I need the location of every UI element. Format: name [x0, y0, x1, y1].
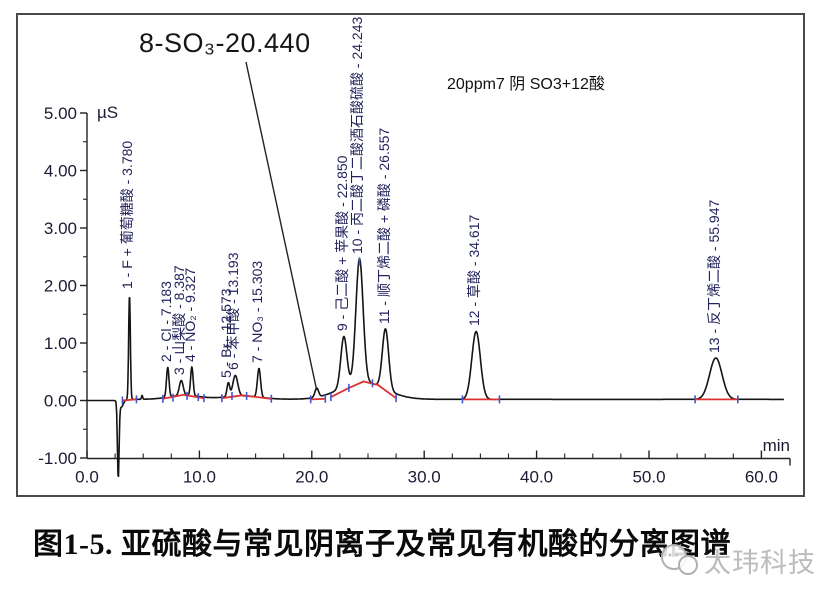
chromatogram-panel-border [16, 13, 805, 497]
watermark: 太玮科技 [658, 541, 816, 580]
figure-caption: 图1-5. 亚硫酸与常见阴离子及常见有机酸的分离图谱 [33, 528, 731, 561]
peak8-annotation-label: 8-SO₃-20.440 [139, 28, 311, 58]
watermark-logo-icon [661, 543, 698, 575]
watermark-text: 太玮科技 [704, 548, 816, 578]
y-axis-unit-label: µS [97, 103, 119, 122]
chart-title: 20ppm7 阴 SO3+12酸 [447, 76, 605, 93]
x-axis-unit-label: min [762, 436, 790, 455]
